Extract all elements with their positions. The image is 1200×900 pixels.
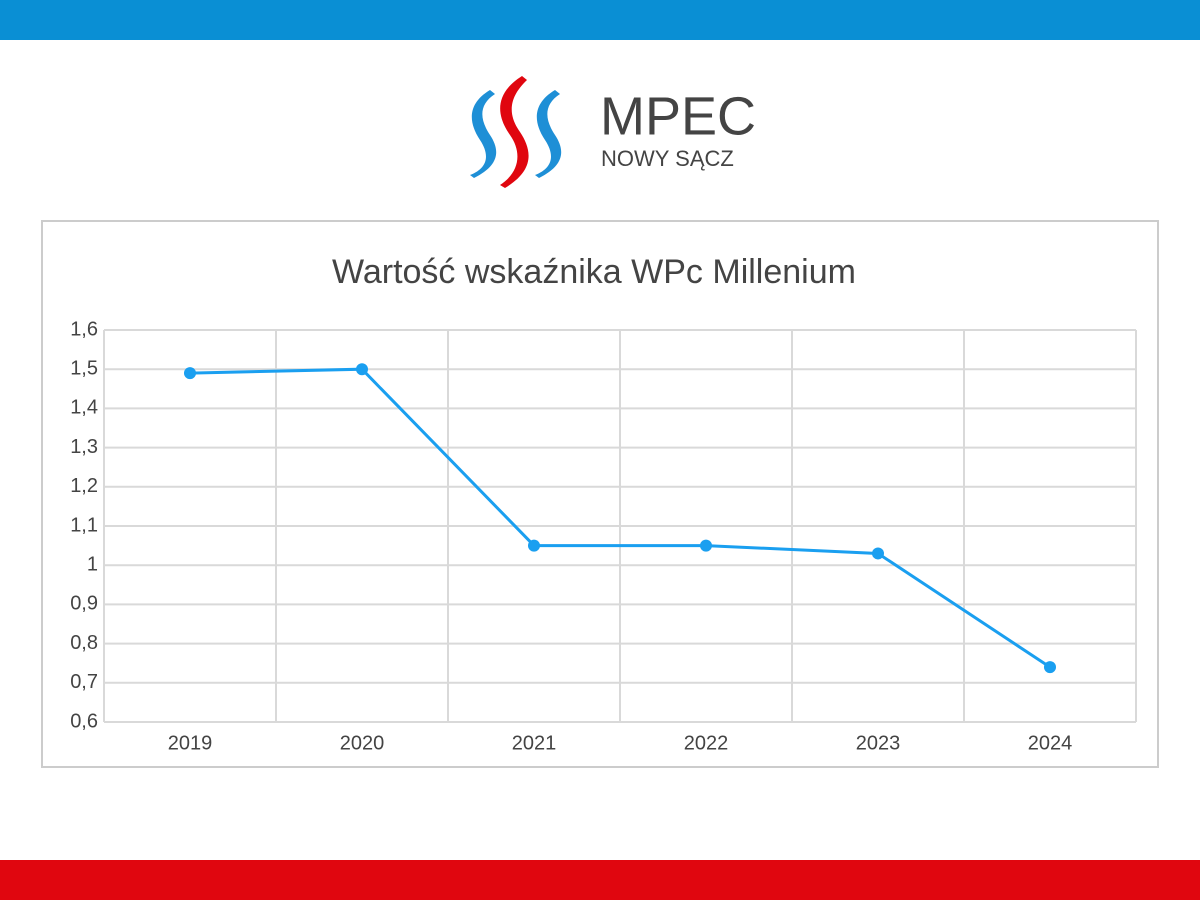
data-point	[1044, 661, 1056, 674]
data-point	[528, 539, 540, 552]
x-tick-label: 2019	[168, 732, 213, 754]
y-tick-label: 1,1	[70, 514, 98, 536]
data-point	[872, 547, 884, 560]
y-tick-label: 1,5	[70, 357, 98, 379]
logo-name: MPEC	[600, 86, 756, 146]
x-tick-label: 2023	[856, 732, 901, 754]
y-tick-label: 0,6	[70, 710, 98, 732]
y-tick-label: 0,8	[70, 632, 98, 654]
y-tick-label: 0,7	[70, 671, 98, 693]
x-tick-label: 2021	[512, 732, 557, 754]
data-line	[189, 367, 1051, 669]
x-tick-label: 2024	[1028, 732, 1073, 754]
y-tick-label: 1,4	[70, 397, 98, 419]
y-tick-label: 1,3	[70, 436, 98, 458]
data-point	[184, 367, 196, 380]
top-bar	[0, 0, 1200, 40]
data-point	[700, 539, 712, 552]
y-tick-label: 1,6	[70, 318, 98, 340]
y-tick-label: 1	[87, 553, 98, 575]
data-point	[356, 363, 368, 376]
chart-frame	[41, 220, 1159, 768]
x-tick-label: 2022	[684, 732, 729, 754]
logo-mark	[470, 76, 562, 188]
logo-subtitle: NOWY SĄCZ	[601, 146, 734, 171]
x-tick-label: 2020	[340, 732, 385, 754]
bottom-bar	[0, 860, 1200, 900]
y-tick-label: 0,9	[70, 593, 98, 615]
chart-title: Wartość wskaźnika WPc Millenium	[332, 253, 856, 291]
y-tick-label: 1,2	[70, 475, 98, 497]
